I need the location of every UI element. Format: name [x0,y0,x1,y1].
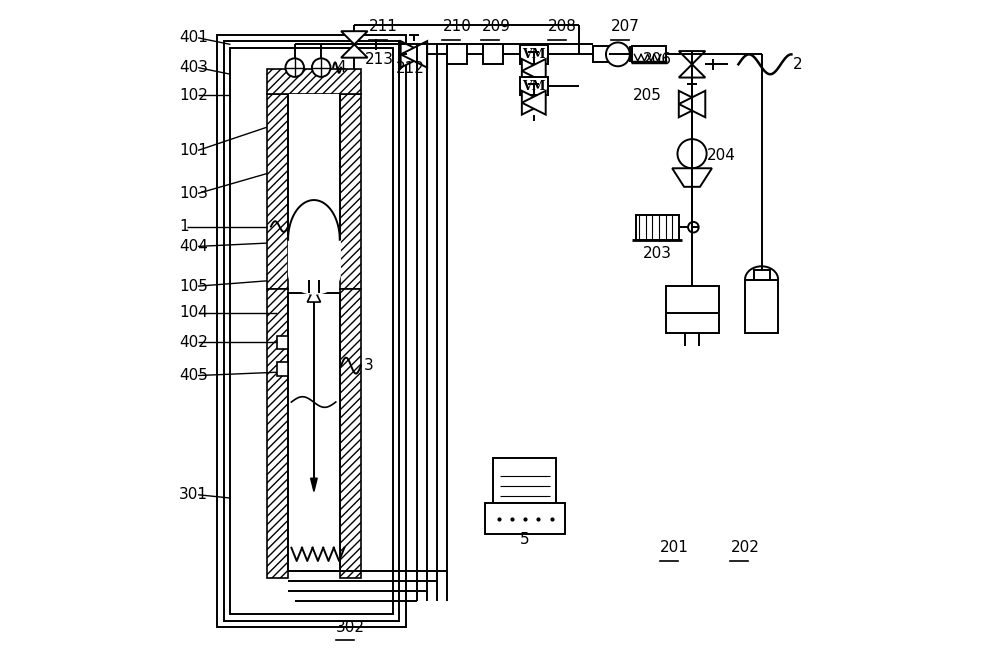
Text: VM: VM [522,80,546,92]
Polygon shape [522,91,546,114]
Polygon shape [401,41,427,68]
Text: 2: 2 [793,57,802,72]
Text: 203: 203 [642,245,671,261]
Circle shape [677,139,707,168]
Bar [754,269,770,279]
Polygon shape [679,91,705,117]
Bar [485,503,565,535]
Polygon shape [522,59,546,83]
Polygon shape [307,289,321,302]
Bar [288,94,340,240]
Bar [340,94,361,289]
Text: 402: 402 [179,335,208,350]
Bar [267,94,288,289]
Polygon shape [679,91,705,117]
Bar [520,45,548,64]
Text: 403: 403 [179,60,208,75]
Bar [636,215,679,240]
Text: 104: 104 [179,305,208,320]
Bar [666,286,719,332]
Bar [267,289,288,577]
Polygon shape [522,59,546,83]
Polygon shape [341,31,368,45]
Text: 5: 5 [520,531,529,547]
Text: 404: 404 [179,239,208,254]
Polygon shape [679,65,705,78]
Polygon shape [401,41,427,68]
Text: 102: 102 [179,88,208,103]
Bar [447,45,467,65]
Bar [224,41,399,620]
Text: 208: 208 [548,19,577,34]
Bar [493,458,556,503]
Bar [483,45,503,65]
Text: 1: 1 [179,219,188,234]
Text: 202: 202 [730,540,759,555]
Text: 101: 101 [179,143,208,158]
Text: 211: 211 [369,19,398,34]
Circle shape [312,59,330,77]
Polygon shape [522,91,546,114]
Text: 207: 207 [611,19,640,34]
Bar [277,362,288,376]
Circle shape [606,43,630,66]
Text: 213: 213 [365,52,394,67]
Text: 401: 401 [179,31,208,45]
Text: 405: 405 [179,368,208,383]
Bar [340,289,361,577]
Polygon shape [672,168,712,187]
Bar [745,279,778,332]
Bar [217,35,406,627]
Text: 4: 4 [336,60,345,75]
Text: 302: 302 [336,620,365,634]
Text: 103: 103 [179,186,208,201]
Bar [593,47,609,63]
Bar [267,69,361,94]
Bar [288,293,340,571]
Text: 105: 105 [179,279,208,294]
Bar [230,48,393,614]
Circle shape [285,59,304,77]
Text: 3: 3 [364,358,374,373]
Text: 206: 206 [643,52,672,67]
Text: 210: 210 [442,19,471,34]
Polygon shape [311,478,317,491]
Bar [520,77,548,95]
Polygon shape [307,289,321,302]
Text: 204: 204 [707,148,735,162]
Text: 212: 212 [396,61,425,76]
Polygon shape [679,51,705,65]
Bar [632,47,666,63]
Polygon shape [341,45,368,58]
Text: 205: 205 [632,88,661,103]
Text: VM: VM [522,48,546,61]
Text: 301: 301 [179,487,208,502]
Text: 209: 209 [481,19,510,34]
Circle shape [688,222,699,233]
Bar [277,336,288,349]
Text: 201: 201 [660,540,689,555]
